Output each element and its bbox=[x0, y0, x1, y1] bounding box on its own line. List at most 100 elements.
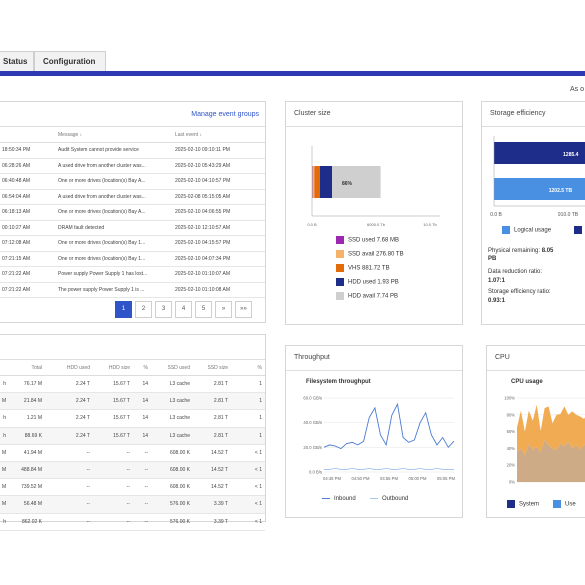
capacity-cell: h bbox=[0, 427, 9, 445]
physical-remaining: Physical remaining: 8.05 PB bbox=[488, 248, 554, 262]
manage-event-groups-link[interactable]: Manage event groups bbox=[191, 111, 259, 118]
page-button[interactable]: 5 bbox=[195, 301, 212, 318]
capacity-cell: -- bbox=[133, 478, 151, 497]
capacity-col-header[interactable]: SSD size bbox=[193, 361, 231, 376]
event-message-cell: One or more drives (location(s) Bay 1... bbox=[55, 251, 172, 267]
tab-configuration[interactable]: Configuration bbox=[34, 51, 106, 71]
capacity-cell: -- bbox=[133, 444, 151, 462]
capacity-col-header[interactable] bbox=[0, 361, 9, 376]
event-time-cell: 07:21:15 AM bbox=[0, 251, 55, 267]
capacity-cell: -- bbox=[45, 495, 93, 514]
cpu-title: CPU bbox=[495, 354, 510, 361]
table-row[interactable]: M 488.84 M -- -- -- 608.00 K 14.52 T < 1 bbox=[0, 461, 265, 480]
event-time-cell: 07:12:08 AM bbox=[0, 235, 55, 252]
col-time[interactable] bbox=[0, 128, 55, 143]
page-button[interactable]: 1 bbox=[115, 301, 132, 318]
storage-efficiency-title: Storage efficiency bbox=[490, 110, 546, 117]
legend-swatch bbox=[336, 278, 344, 286]
series-line-inbound bbox=[323, 402, 455, 450]
table-row[interactable]: M 739.52 M -- -- -- 608.00 K 14.52 T < 1 bbox=[0, 478, 265, 497]
table-row[interactable]: 06:40:48 AM One or more drives (location(… bbox=[0, 173, 265, 190]
y-tick-label: 0.0 B/s bbox=[309, 470, 322, 475]
y-tick-label: 20% bbox=[507, 463, 516, 468]
table-row[interactable]: M 41.94 M -- -- -- 608.00 K 14.52 T < 1 bbox=[0, 444, 265, 462]
capacity-cell: 3.39 T bbox=[193, 513, 231, 531]
capacity-col-header[interactable]: HDD used bbox=[45, 361, 93, 376]
cpu-chart: 100% 80% 60% 40% 20% 0% bbox=[504, 396, 585, 485]
page-button[interactable]: »» bbox=[235, 301, 252, 318]
capacity-cell: 14 bbox=[133, 427, 151, 445]
throughput-panel: Throughput Filesystem throughput 60.0 GB… bbox=[285, 345, 463, 518]
capacity-col-header[interactable]: Total bbox=[9, 361, 45, 376]
event-last-cell: 2025-02-10 04:10:57 PM bbox=[172, 173, 265, 190]
table-row[interactable]: h 862.02 K -- -- -- 576.00 K 3.39 T < 1 bbox=[0, 513, 265, 531]
capacity-col-header[interactable]: % bbox=[231, 361, 265, 376]
event-message-cell: DRAM fault detected bbox=[55, 220, 172, 236]
capacity-cell: 739.52 M bbox=[9, 478, 45, 497]
throughput-legend: Inbound Outbound bbox=[322, 496, 452, 506]
bar-segment-hdd-used bbox=[319, 166, 332, 198]
tab-status[interactable]: Status bbox=[0, 51, 34, 71]
table-row[interactable]: 07:21:22 AM Power supply Power Supply 1 h… bbox=[0, 266, 265, 283]
table-row[interactable]: 06:28:26 AM A used drive from another clu… bbox=[0, 158, 265, 174]
capacity-cell: L3 cache bbox=[151, 409, 193, 428]
capacity-cell: L3 cache bbox=[151, 392, 193, 411]
col-message[interactable]: Message ↓ bbox=[55, 128, 172, 143]
page-button[interactable]: 2 bbox=[135, 301, 152, 318]
capacity-cell: M bbox=[0, 444, 9, 462]
col-last-event[interactable]: Last event ↓ bbox=[172, 128, 265, 143]
x-tick-label: 05:00 PM bbox=[409, 476, 427, 481]
tick-label: 10.0 Tb bbox=[423, 222, 437, 227]
logical-usage-bar bbox=[494, 178, 585, 200]
capacity-cell: 76.17 M bbox=[9, 375, 45, 394]
table-row[interactable]: 07:12:08 AM One or more drives (location(… bbox=[0, 235, 265, 252]
table-row[interactable]: M 56.48 M -- -- -- 576.00 K 3.39 T < 1 bbox=[0, 495, 265, 514]
throughput-title: Throughput bbox=[294, 354, 330, 361]
table-row[interactable]: 07:21:15 AM One or more drives (location(… bbox=[0, 251, 265, 267]
capacity-cell: 15.67 T bbox=[93, 392, 133, 411]
table-row[interactable]: 07:21:22 AM The power supply Power Supply… bbox=[0, 282, 265, 298]
capacity-cell: 1 bbox=[231, 427, 265, 445]
capacity-cell: -- bbox=[45, 461, 93, 480]
bar-segment-ssd-avail bbox=[312, 166, 315, 198]
event-last-cell: 2025-02-10 12:10:57 AM bbox=[172, 220, 265, 236]
capacity-cell: -- bbox=[93, 444, 133, 462]
capacity-cell: 14 bbox=[133, 409, 151, 428]
capacity-cell: 2.24 T bbox=[45, 375, 93, 394]
page-button[interactable]: » bbox=[215, 301, 232, 318]
table-row[interactable]: 06:54:04 AM A used drive from another clu… bbox=[0, 189, 265, 205]
cpu-legend: System Use bbox=[507, 500, 585, 510]
capacity-col-header[interactable]: HDD size bbox=[93, 361, 133, 376]
capacity-cell: 2.81 T bbox=[193, 375, 231, 394]
event-time-cell: 06:40:48 AM bbox=[0, 173, 55, 190]
table-row[interactable]: 06:18:13 AM One or more drives (location(… bbox=[0, 204, 265, 221]
capacity-cell: -- bbox=[45, 444, 93, 462]
capacity-cell: -- bbox=[93, 478, 133, 497]
tab-underline bbox=[0, 71, 585, 76]
legend-item: HDD avail 7.74 PB bbox=[336, 292, 398, 300]
as-of-label: As o bbox=[570, 86, 585, 93]
event-message-cell: A used drive from another cluster was... bbox=[55, 189, 172, 205]
page-button[interactable]: 3 bbox=[155, 301, 172, 318]
table-row[interactable]: 00:10:27 AM DRAM fault detected 2025-02-10… bbox=[0, 220, 265, 236]
event-message-cell: One or more drives (location(s) Bay A... bbox=[55, 173, 172, 190]
event-last-cell: 2025-02-10 04:07:34 PM bbox=[172, 251, 265, 267]
capacity-cell: < 1 bbox=[231, 461, 265, 480]
page-button[interactable]: 4 bbox=[175, 301, 192, 318]
events-panel: Manage event groups Message ↓ Last event… bbox=[0, 101, 266, 323]
capacity-col-header[interactable]: % bbox=[133, 361, 151, 376]
table-row[interactable]: 18:50:34 PM Audit System cannot provide s… bbox=[0, 142, 265, 159]
capacity-cell: 2.24 T bbox=[45, 409, 93, 428]
capacity-col-header[interactable]: SSD used bbox=[151, 361, 193, 376]
cpu-chart-title: CPU usage bbox=[511, 379, 543, 385]
tick-label: 6000.0 Tb bbox=[367, 222, 386, 227]
legend-swatch bbox=[336, 292, 344, 300]
legend-inbound: Inbound bbox=[334, 496, 356, 502]
throughput-chart-title: Filesystem throughput bbox=[306, 379, 371, 385]
cluster-size-chart: 86% 0.0 B 6000.0 Tb 10.0 Tb bbox=[307, 146, 440, 227]
capacity-cell: 488.84 M bbox=[9, 461, 45, 480]
